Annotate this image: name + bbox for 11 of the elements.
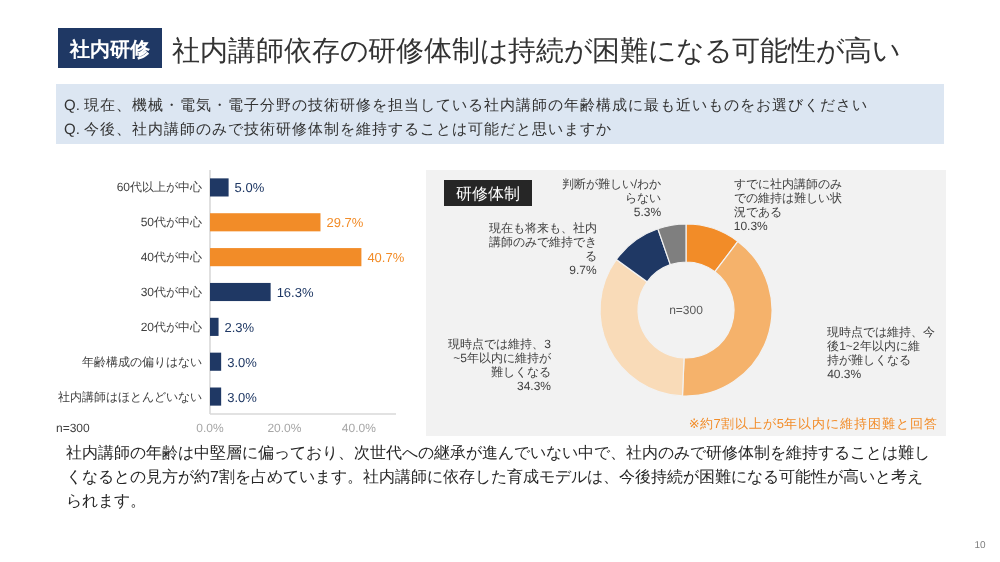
text: 社内講師の年齢は中堅層に偏っており、次世代への継承が進んでいない中で、社内のみで研修体制を維持することは難しくなるとの見方が約7割を占めています。社内講師に依存した育成モデルは、今後持続が困難になる可能性が高いと考えられます。 [66, 444, 930, 510]
bar [210, 213, 321, 232]
chart-title: 研修体制 [456, 185, 520, 203]
bar [210, 282, 271, 302]
bar [210, 387, 222, 406]
text: 社内研修 [68, 38, 152, 62]
bar [210, 178, 229, 197]
bar [210, 248, 362, 267]
text: 社内講師依存の研修体制は持続が困難になる可能性が高い [172, 34, 900, 66]
bar [210, 317, 219, 336]
bar [210, 352, 222, 371]
